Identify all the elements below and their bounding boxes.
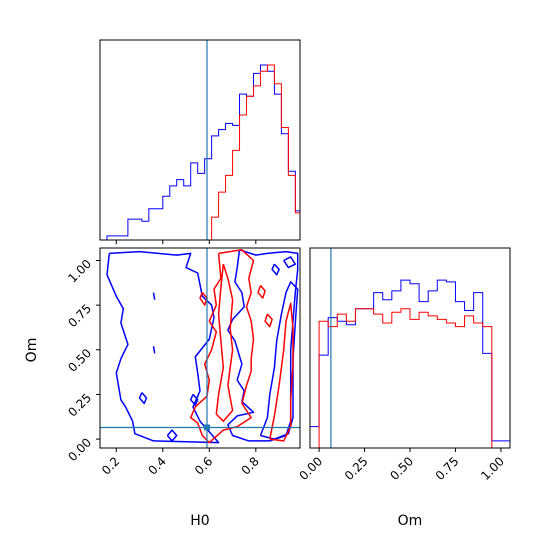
contour-line-3	[189, 249, 255, 444]
h0-x-tick-label: 0.6	[192, 454, 215, 477]
om-histogram-series-1	[310, 308, 510, 449]
h0-x-tick-label: 0.2	[99, 454, 122, 477]
contour-line-5	[215, 263, 234, 422]
contour-line-8	[257, 285, 266, 299]
om-x-tick-label: 0.00	[296, 454, 325, 483]
contour-line-13	[152, 346, 156, 354]
om-x-tick-label: 0.75	[433, 454, 462, 483]
om-histogram-series-0	[309, 279, 511, 448]
contour-line-4	[269, 302, 294, 442]
contour-line-11	[138, 392, 148, 405]
x-axis-label-h0: H0	[190, 513, 209, 529]
om-marginal-frame	[309, 247, 511, 449]
h0-x-tick-label: 0.4	[146, 454, 169, 477]
om-y-tick-label: 0.50	[65, 346, 94, 375]
contour-line-15	[283, 256, 297, 269]
h0-histogram-series-1	[100, 64, 301, 241]
om-x-tick-label: 0.50	[387, 454, 416, 483]
contour-line-6	[199, 292, 208, 306]
om-y-tick-label: 0.00	[65, 435, 94, 464]
contour-line-2	[259, 281, 299, 440]
om-y-tick-label: 1.00	[65, 257, 94, 286]
contour-line-7	[264, 313, 273, 328]
om-x-tick-label: 1.00	[478, 454, 507, 483]
contour-line-0	[106, 250, 220, 444]
contour-line-14	[166, 429, 178, 442]
h0-marginal-frame	[99, 39, 301, 241]
contour-line-12	[152, 292, 156, 300]
truth-point-marker	[203, 424, 210, 431]
x-axis-label-om: Om	[398, 513, 423, 529]
om-y-tick-label: 0.25	[65, 391, 94, 420]
om-y-tick-label: 0.75	[65, 301, 94, 330]
h0-marginal-panel	[99, 39, 301, 244]
om-x-tick-label: 0.25	[342, 454, 371, 483]
contour-line-10	[189, 393, 199, 406]
om-marginal-panel: 0.00 0.25 0.50 0.75 1.00	[296, 247, 511, 483]
contour-line-9	[271, 263, 280, 276]
h0-x-tick-label: 0.8	[239, 454, 262, 477]
h0-histogram-series-0	[100, 64, 301, 241]
y-axis-label-om: Om	[24, 338, 40, 363]
h0-om-contour-panel: 0.2 0.4 0.6 0.8 0.00 0.25 0.50 0.75 1.00	[65, 247, 301, 478]
contour-line-1	[227, 249, 299, 442]
contour-lines-group	[106, 249, 299, 444]
contour-frame	[99, 247, 301, 449]
